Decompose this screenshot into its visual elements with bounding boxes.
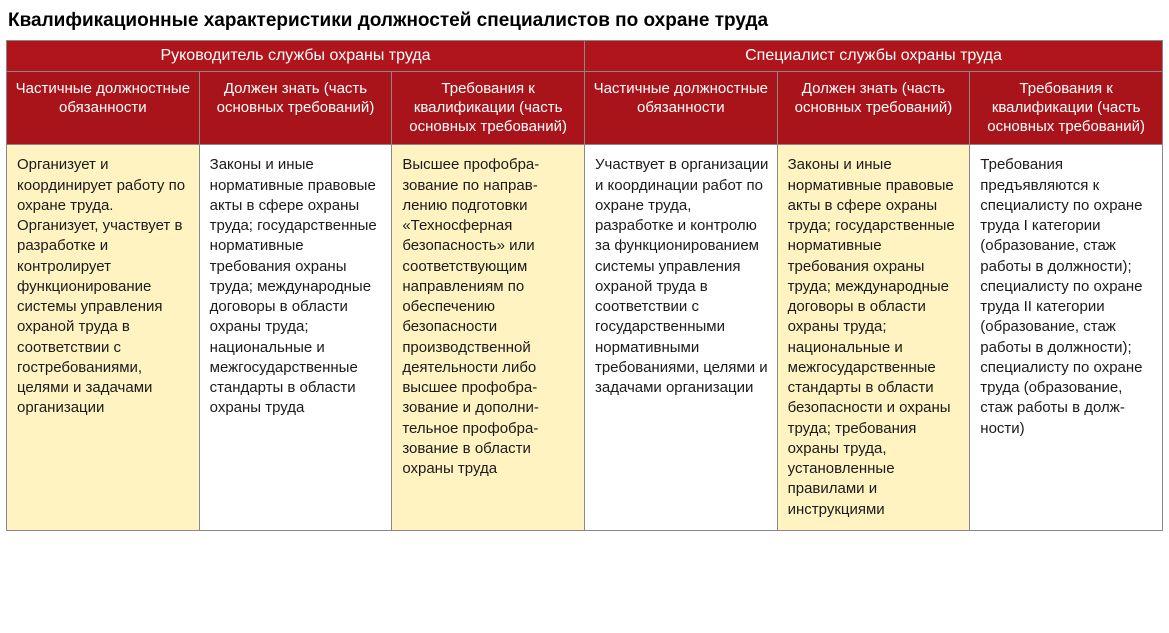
- col-header-2: Должен знать (часть основных требований): [199, 72, 392, 145]
- page-title: Квалификационные характеристики должност…: [6, 6, 1163, 40]
- col-header-3: Требования к квалификации (часть основны…: [392, 72, 585, 145]
- cell-1: Организует и координирует работу по охра…: [7, 145, 200, 531]
- col-header-6: Требования к квалификации (часть основны…: [970, 72, 1163, 145]
- group-header-specialist: Специалист службы охраны труда: [584, 41, 1162, 72]
- col-header-5: Должен знать (часть основных требований): [777, 72, 970, 145]
- cell-3: Высшее профобра­зование по направ­лению …: [392, 145, 585, 531]
- col-header-1: Частичные должностные обязанности: [7, 72, 200, 145]
- cell-5: Законы и иные нормативные правовые акты …: [777, 145, 970, 531]
- group-header-manager: Руководитель службы охраны труда: [7, 41, 585, 72]
- group-header-row: Руководитель службы охраны труда Специал…: [7, 41, 1163, 72]
- col-header-4: Частичные должностные обязанности: [584, 72, 777, 145]
- cell-4: Участвует в организации и координации ра…: [584, 145, 777, 531]
- cell-2: Законы и иные нормативные правовые акты …: [199, 145, 392, 531]
- qualification-table: Руководитель службы охраны труда Специал…: [6, 40, 1163, 531]
- cell-6: Требования предъявляются к специалисту п…: [970, 145, 1163, 531]
- table-row: Организует и координирует работу по охра…: [7, 145, 1163, 531]
- sub-header-row: Частичные должностные обязанности Должен…: [7, 72, 1163, 145]
